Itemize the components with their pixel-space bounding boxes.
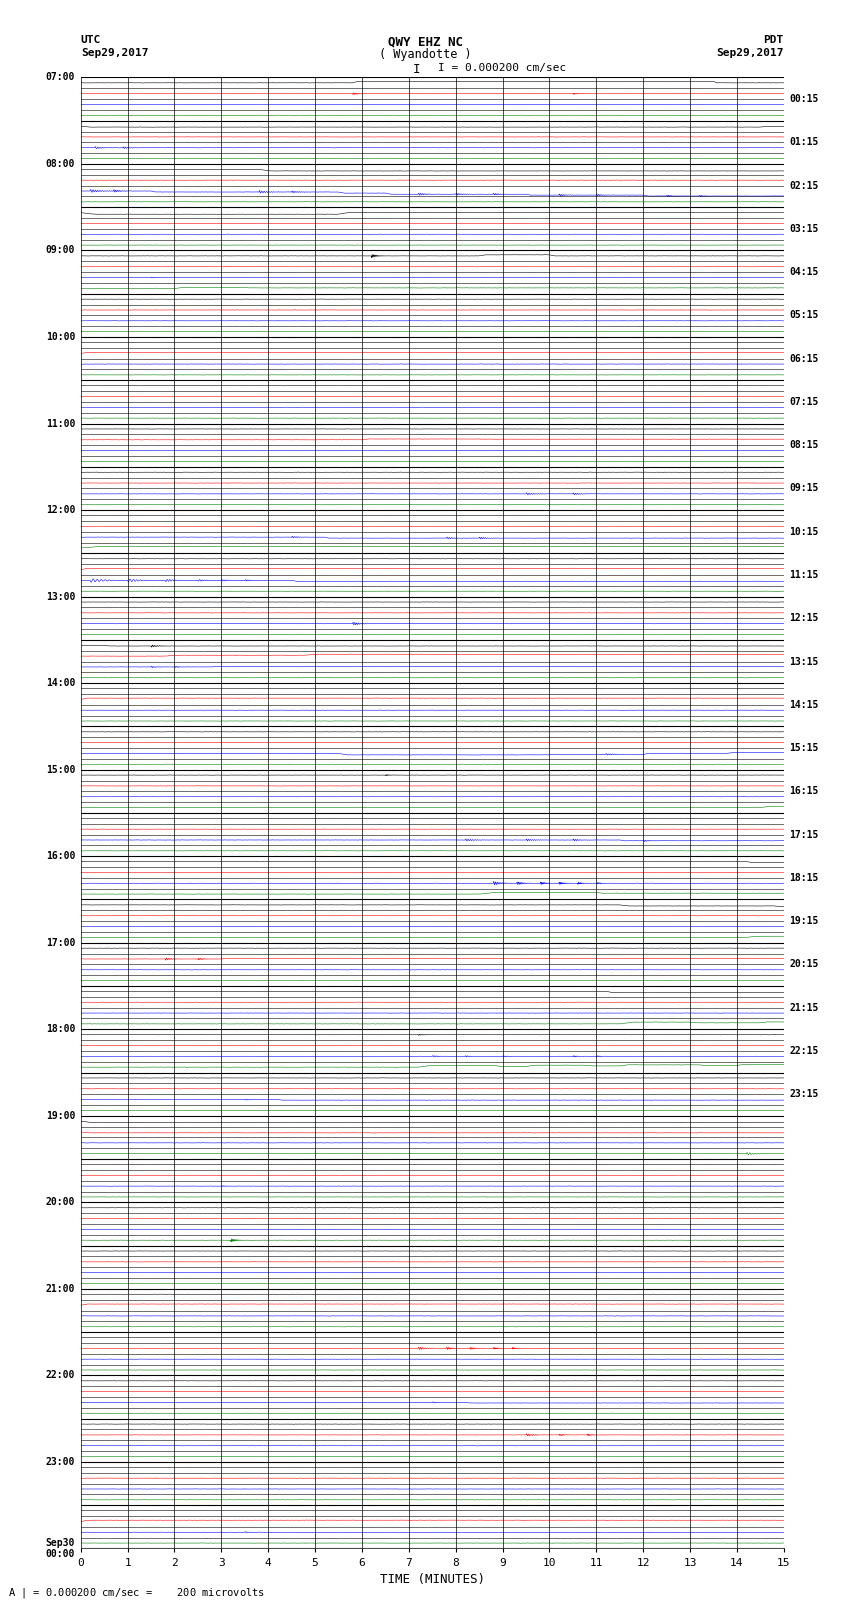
Text: 06:15: 06:15 <box>790 353 819 363</box>
Text: 15:00: 15:00 <box>46 765 75 774</box>
Text: 20:00: 20:00 <box>46 1197 75 1208</box>
Text: 20:15: 20:15 <box>790 960 819 969</box>
Text: 21:00: 21:00 <box>46 1284 75 1294</box>
Text: Sep29,2017: Sep29,2017 <box>81 48 148 58</box>
Text: 17:15: 17:15 <box>790 829 819 840</box>
Text: $\mathtt{I}$: $\mathtt{I}$ <box>412 63 421 76</box>
Text: I = 0.000200 cm/sec: I = 0.000200 cm/sec <box>438 63 566 73</box>
Text: 18:15: 18:15 <box>790 873 819 882</box>
Text: UTC: UTC <box>81 35 101 45</box>
Text: 07:15: 07:15 <box>790 397 819 406</box>
Text: Sep30
00:00: Sep30 00:00 <box>46 1537 75 1560</box>
Text: QWY EHZ NC: QWY EHZ NC <box>388 35 462 48</box>
Text: 09:00: 09:00 <box>46 245 75 255</box>
Text: 21:15: 21:15 <box>790 1003 819 1013</box>
X-axis label: TIME (MINUTES): TIME (MINUTES) <box>380 1573 484 1586</box>
Text: 02:15: 02:15 <box>790 181 819 190</box>
Text: 07:00: 07:00 <box>46 73 75 82</box>
Text: 11:00: 11:00 <box>46 418 75 429</box>
Text: 03:15: 03:15 <box>790 224 819 234</box>
Text: $\mathtt{A}$ $\mathtt{|}$ = 0.000200 cm/sec =    200 microvolts: $\mathtt{A}$ $\mathtt{|}$ = 0.000200 cm/… <box>8 1586 265 1600</box>
Text: 19:15: 19:15 <box>790 916 819 926</box>
Text: 11:15: 11:15 <box>790 569 819 581</box>
Text: 14:15: 14:15 <box>790 700 819 710</box>
Text: 05:15: 05:15 <box>790 310 819 321</box>
Text: 14:00: 14:00 <box>46 677 75 689</box>
Text: 17:00: 17:00 <box>46 937 75 948</box>
Text: Sep29,2017: Sep29,2017 <box>717 48 784 58</box>
Text: 22:15: 22:15 <box>790 1045 819 1057</box>
Text: 10:15: 10:15 <box>790 527 819 537</box>
Text: 01:15: 01:15 <box>790 137 819 147</box>
Text: 23:15: 23:15 <box>790 1089 819 1098</box>
Text: 22:00: 22:00 <box>46 1371 75 1381</box>
Text: 18:00: 18:00 <box>46 1024 75 1034</box>
Text: 16:15: 16:15 <box>790 786 819 797</box>
Text: 04:15: 04:15 <box>790 268 819 277</box>
Text: 19:00: 19:00 <box>46 1111 75 1121</box>
Text: 15:15: 15:15 <box>790 744 819 753</box>
Text: 13:00: 13:00 <box>46 592 75 602</box>
Text: 16:00: 16:00 <box>46 852 75 861</box>
Text: 09:15: 09:15 <box>790 484 819 494</box>
Text: 23:00: 23:00 <box>46 1457 75 1466</box>
Text: 10:00: 10:00 <box>46 332 75 342</box>
Text: 08:00: 08:00 <box>46 160 75 169</box>
Text: 12:15: 12:15 <box>790 613 819 623</box>
Text: 08:15: 08:15 <box>790 440 819 450</box>
Text: ( Wyandotte ): ( Wyandotte ) <box>379 48 471 61</box>
Text: 00:15: 00:15 <box>790 94 819 105</box>
Text: PDT: PDT <box>763 35 784 45</box>
Text: 13:15: 13:15 <box>790 656 819 666</box>
Text: 12:00: 12:00 <box>46 505 75 515</box>
